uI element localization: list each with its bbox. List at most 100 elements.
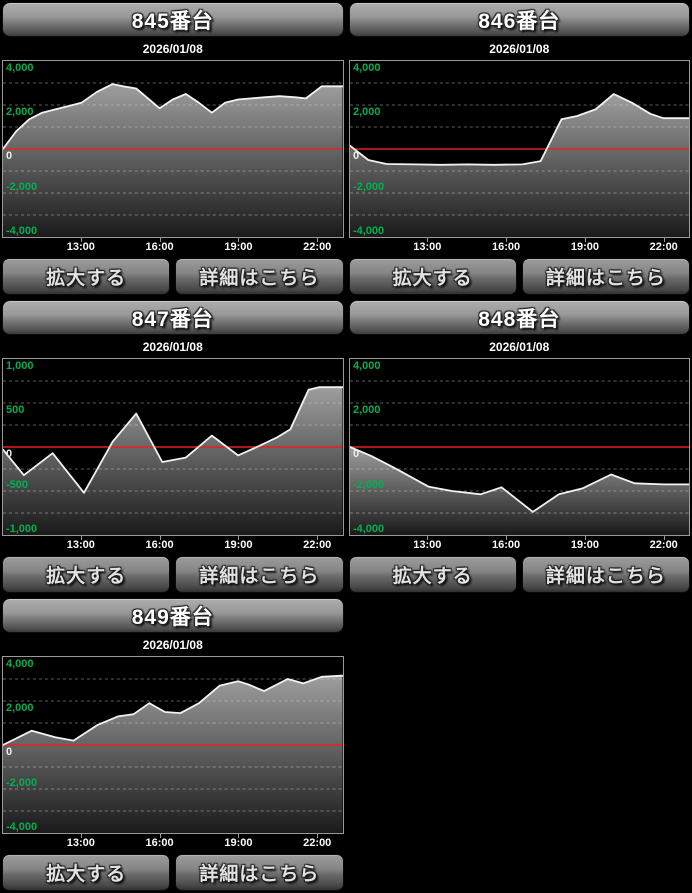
- chart-date: 2026/01/08: [142, 638, 203, 652]
- y-axis-label: 500: [6, 404, 24, 416]
- x-axis-tick: [238, 238, 240, 242]
- panel-847: 847番台 2026/01/08 1,000 500 0 -500 -1,000 13:…: [2, 300, 344, 593]
- machine-title-label: 845番台: [131, 9, 214, 33]
- machine-title-846[interactable]: 846番台: [348, 2, 690, 37]
- y-axis-label: -4,000: [6, 225, 37, 237]
- y-axis-label: 0: [6, 150, 12, 162]
- x-axis-tick: [80, 238, 82, 242]
- x-axis-label: 16:00: [145, 837, 174, 849]
- slump-graph-846: 4,000 2,000 0 -2,000 -4,000: [348, 60, 690, 238]
- x-axis-849: 13:00 16:00 19:00 22:00: [2, 834, 344, 851]
- slump-chart-svg: 4,000 2,000 0 -2,000 -4,000: [3, 62, 343, 237]
- y-axis-label: -2,000: [6, 181, 37, 193]
- x-axis-tick: [584, 238, 586, 242]
- enlarge-button-845[interactable]: 拡大する: [2, 258, 171, 295]
- chart-date: 2026/01/08: [142, 42, 203, 56]
- machine-title-label: 847番台: [131, 307, 214, 331]
- y-axis-label: -4,000: [352, 523, 383, 535]
- button-row: 拡大する 詳細はこちら: [2, 854, 344, 891]
- x-axis-label: 16:00: [492, 539, 521, 551]
- x-axis-tick: [427, 238, 429, 242]
- x-axis-tick: [506, 238, 508, 242]
- button-row: 拡大する 詳細はこちら: [2, 258, 344, 295]
- x-axis-tick: [159, 834, 161, 838]
- panel-849: 849番台 2026/01/08 4,000 2,000 0 -2,000 -4,000…: [2, 598, 344, 891]
- y-axis-label: 4,000: [352, 62, 379, 74]
- y-axis-label: 0: [352, 150, 358, 162]
- machine-title-848[interactable]: 848番台: [348, 300, 690, 335]
- x-axis-tick: [159, 238, 161, 242]
- enlarge-button-848[interactable]: 拡大する: [348, 556, 517, 593]
- x-axis-tick: [663, 238, 665, 242]
- x-axis-tick: [584, 536, 586, 540]
- slump-chart-svg: 4,000 2,000 0 -2,000 -4,000: [349, 360, 689, 535]
- y-axis-label: -1,000: [6, 523, 37, 535]
- y-axis-label: -2,000: [352, 479, 383, 491]
- x-axis-label: 13:00: [66, 539, 95, 551]
- x-axis-label: 16:00: [492, 241, 521, 253]
- y-axis-label: 4,000: [352, 360, 379, 372]
- y-axis-label: 1,000: [6, 360, 33, 372]
- panel-848: 848番台 2026/01/08 4,000 2,000 0 -2,000 -4,000…: [348, 300, 691, 593]
- machine-title-847[interactable]: 847番台: [2, 300, 344, 335]
- x-axis-label: 22:00: [303, 241, 332, 253]
- y-axis-label: 0: [6, 746, 12, 758]
- x-axis-tick: [238, 834, 240, 838]
- button-row: 拡大する 詳細はこちら: [2, 556, 344, 593]
- slump-chart-svg: 4,000 2,000 0 -2,000 -4,000: [349, 62, 689, 237]
- x-axis-label: 22:00: [303, 837, 332, 849]
- x-axis-label: 22:00: [303, 539, 332, 551]
- slump-graph-848: 4,000 2,000 0 -2,000 -4,000: [348, 358, 690, 536]
- details-button-845[interactable]: 詳細はこちら: [175, 258, 344, 295]
- slump-graph-849: 4,000 2,000 0 -2,000 -4,000: [2, 656, 344, 834]
- x-axis-tick: [80, 834, 82, 838]
- x-axis-label: 16:00: [145, 539, 174, 551]
- machine-title-label: 846番台: [478, 9, 561, 33]
- x-axis-tick: [238, 536, 240, 540]
- y-axis-label: 2,000: [6, 106, 33, 118]
- x-axis-label: 19:00: [224, 837, 253, 849]
- x-axis-label: 13:00: [66, 837, 95, 849]
- x-axis-tick: [317, 536, 319, 540]
- x-axis-846: 13:00 16:00 19:00 22:00: [349, 238, 691, 255]
- button-row: 拡大する 詳細はこちら: [348, 258, 690, 295]
- y-axis-label: 0: [352, 448, 358, 460]
- x-axis-label: 13:00: [413, 241, 442, 253]
- x-axis-label: 13:00: [66, 241, 95, 253]
- machine-title-849[interactable]: 849番台: [2, 598, 344, 633]
- x-axis-label: 19:00: [570, 539, 599, 551]
- y-axis-label: 2,000: [352, 404, 379, 416]
- details-button-846[interactable]: 詳細はこちら: [521, 258, 690, 295]
- slump-chart-svg: 4,000 2,000 0 -2,000 -4,000: [3, 658, 343, 833]
- x-axis-label: 16:00: [145, 241, 174, 253]
- chart-date: 2026/01/08: [489, 340, 550, 354]
- enlarge-button-846[interactable]: 拡大する: [348, 258, 517, 295]
- y-axis-label: -2,000: [6, 777, 37, 789]
- x-axis-label: 19:00: [224, 539, 253, 551]
- y-axis-label: -2,000: [352, 181, 383, 193]
- details-button-849[interactable]: 詳細はこちら: [175, 854, 344, 891]
- enlarge-button-847[interactable]: 拡大する: [2, 556, 171, 593]
- y-axis-label: -4,000: [352, 225, 383, 237]
- x-axis-tick: [317, 238, 319, 242]
- y-axis-label: 2,000: [352, 106, 379, 118]
- y-axis-label: 4,000: [6, 658, 33, 670]
- x-axis-848: 13:00 16:00 19:00 22:00: [349, 536, 691, 553]
- y-axis-label: 2,000: [6, 702, 33, 714]
- details-button-847[interactable]: 詳細はこちら: [175, 556, 344, 593]
- slump-graph-847: 1,000 500 0 -500 -1,000: [2, 358, 344, 536]
- x-axis-tick: [506, 536, 508, 540]
- chart-date: 2026/01/08: [142, 340, 203, 354]
- x-axis-label: 19:00: [224, 241, 253, 253]
- machine-title-845[interactable]: 845番台: [2, 2, 344, 37]
- enlarge-button-849[interactable]: 拡大する: [2, 854, 171, 891]
- x-axis-845: 13:00 16:00 19:00 22:00: [2, 238, 344, 255]
- x-axis-tick: [159, 536, 161, 540]
- y-axis-label: -500: [6, 479, 28, 491]
- y-axis-label: 4,000: [6, 62, 33, 74]
- chart-date: 2026/01/08: [489, 42, 550, 56]
- panel-846: 846番台 2026/01/08 4,000 2,000 0 -2,000 -4,000…: [348, 2, 691, 295]
- x-axis-tick: [317, 834, 319, 838]
- details-button-848[interactable]: 詳細はこちら: [521, 556, 690, 593]
